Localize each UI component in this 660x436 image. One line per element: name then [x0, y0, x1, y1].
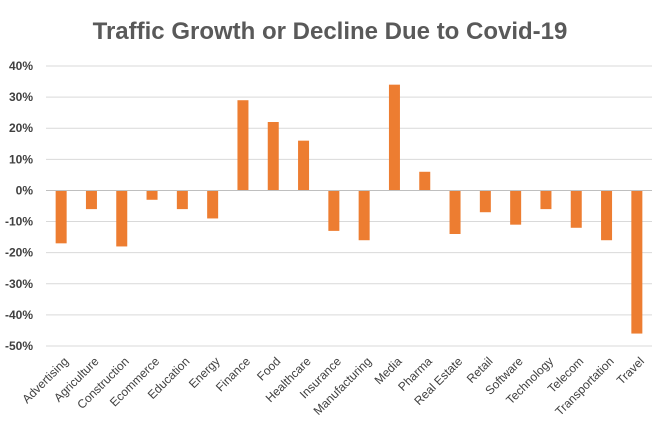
bar-food: [267, 122, 279, 191]
bar-telecom: [570, 190, 582, 228]
bar-construction: [116, 190, 128, 247]
y-tick-label: -40%: [5, 308, 33, 322]
bar-technology: [540, 190, 552, 210]
bar-finance: [237, 100, 249, 191]
bar-media: [388, 84, 400, 191]
bar-advertising: [55, 190, 67, 244]
y-tick-label: -20%: [5, 246, 33, 260]
y-tick-label: 20%: [9, 121, 33, 135]
bar-retail: [479, 190, 491, 213]
bar-real-estate: [449, 190, 461, 234]
y-tick-label: -50%: [5, 339, 33, 353]
bar-transportation: [601, 190, 613, 241]
bar-manufacturing: [358, 190, 370, 241]
chart-title: Traffic Growth or Decline Due to Covid-1…: [92, 18, 568, 45]
y-tick-label: 30%: [9, 90, 33, 104]
y-axis-ticks: 40% 30% 20% 10% 0% -10% -20% -30% -40% -50%: [5, 59, 33, 353]
bar-education: [176, 190, 188, 210]
bar-energy: [207, 190, 219, 219]
gridlines: [46, 65, 652, 347]
bar-travel: [631, 190, 643, 334]
category-label: Finance: [213, 354, 253, 394]
y-tick-label: -30%: [5, 277, 33, 291]
bar-insurance: [328, 190, 340, 231]
y-tick-label: -10%: [5, 215, 33, 229]
bar-software: [510, 190, 522, 225]
category-labels: AdvertisingAgricultureConstructionEcomme…: [19, 354, 647, 419]
y-tick-label: 10%: [9, 152, 33, 166]
y-tick-label: 40%: [9, 59, 33, 73]
bar-pharma: [419, 171, 431, 191]
bar-agriculture: [85, 190, 97, 210]
bar-healthcare: [298, 140, 310, 191]
bars: [55, 84, 643, 334]
category-label: Travel: [614, 354, 647, 387]
y-tick-label: 0%: [16, 183, 34, 197]
bar-ecommerce: [146, 190, 158, 200]
